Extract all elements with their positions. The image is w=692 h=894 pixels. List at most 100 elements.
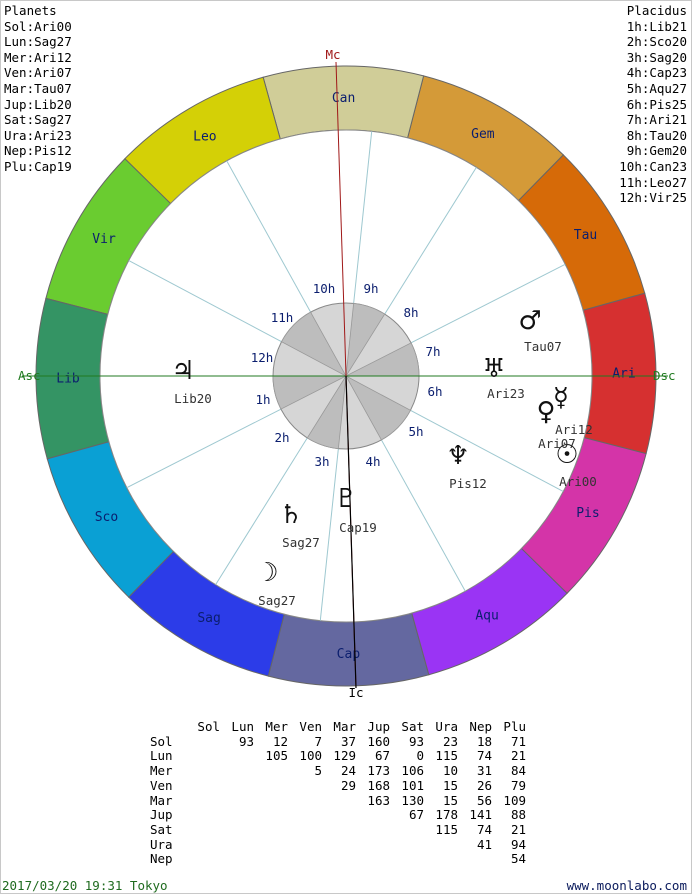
planet-entry: Ven:Ari07 [4,65,72,81]
aspect-value-cell: 129 [333,748,356,764]
aspect-value-cell: 15 [442,777,458,793]
house-cusp-line [410,263,566,344]
house-number-label: 6h [427,384,442,399]
aspect-value-cell: 173 [367,763,390,779]
aspect-value-cell [220,764,254,779]
aspect-value-cell: 88 [510,807,526,823]
planet-entry: Sol:Ari00 [4,18,72,34]
aspect-row-header: Sat [150,821,173,837]
aspect-row: Ura 41 94 [150,836,526,853]
house-entry: 5h:Aqu27 [626,80,687,96]
aspect-value-cell [186,735,220,750]
aspect-value-cell [288,779,322,794]
aspect-value-cell: 93 [238,733,254,749]
planet-entry: Sat:Sag27 [4,112,72,128]
house-number-label: 10h [313,281,336,296]
aspect-value-cell: 18 [476,733,492,749]
angle-lines: Mc Ic Asc Dsc [18,47,676,700]
aspect-value-cell [220,823,254,838]
aspect-row-header: Jup [150,807,173,823]
jup-glyph-icon: ♃ [171,356,194,386]
sol-glyph-icon: ☉ [555,440,578,470]
aspect-value-cell [220,808,254,823]
aspect-value-cell: 21 [510,748,526,764]
aspect-corner-cell [150,720,186,735]
aspect-value-cell [424,852,458,867]
aspect-value-cell: 94 [510,836,526,852]
aspect-value-cell: 67 [374,748,390,764]
aspect-value-cell: 29 [340,777,356,793]
house-entry: 9h:Gem20 [626,143,687,159]
house-cusp-line [215,437,308,585]
aspect-column-header: Ura [435,719,458,734]
aspect-value-cell: 130 [401,792,424,808]
zodiac-label: Leo [193,129,216,144]
aspect-value-cell [288,808,322,823]
zodiac-label: Can [332,91,355,106]
sat-glyph-icon: ♄ [279,500,302,530]
aspect-row: Lun 105 100 129 67 0 115 74 21 [150,749,526,764]
aspect-value-cell: 74 [476,748,492,764]
angle-label-ic: Ic [348,685,363,700]
aspect-value-cell [186,838,220,853]
aspect-value-cell [186,779,220,794]
house-cusp-line [128,260,282,343]
aspect-value-cell: 21 [510,821,526,837]
aspect-value-cell [288,823,322,838]
zodiac-label: Sag [197,611,220,626]
house-number-label: 4h [365,454,380,469]
aspect-value-cell [254,808,288,823]
aspect-value-cell: 54 [510,851,526,867]
site-link[interactable]: www.moonlabo.com [566,878,687,893]
house-cusp-lines [126,131,566,621]
planet-entry: Plu:Cap19 [4,158,72,174]
aspect-column-header: Lun [231,719,254,734]
aspect-value-cell: 10 [442,763,458,779]
plu-position-label: Cap19 [339,520,377,535]
house-entry: 12h:Vir25 [619,190,687,206]
house-entry: 2h:Sco20 [626,34,687,50]
aspect-value-cell [322,794,356,809]
house-cusp-line [410,409,564,492]
aspect-value-cell [356,852,390,867]
aspect-value-cell: 168 [367,777,390,793]
aspect-row: Jup 67 178 141 88 [150,808,526,823]
aspect-value-cell: 178 [435,807,458,823]
aspect-value-cell [186,794,220,809]
aspect-value-cell: 106 [401,763,424,779]
house-number-label: 11h [271,310,294,325]
angle-label-dsc: Dsc [653,368,676,383]
aspect-row-header: Ura [150,836,173,852]
aspect-value-cell: 163 [367,792,390,808]
lun-glyph-icon: ☽ [255,558,278,588]
house-entry: 4h:Cap23 [626,65,687,81]
plu-glyph-icon: ♇ [334,484,357,514]
house-cusp-line [126,408,282,489]
house-cusp-line [384,167,477,315]
zodiac-label: Ari [612,367,635,382]
aspect-value-cell: 12 [272,733,288,749]
aspect-column-header: Sat [401,719,424,734]
aspect-value-cell [322,852,356,867]
aspect-value-cell: 71 [510,733,526,749]
house-number-label: 5h [408,424,423,439]
aspect-value-cell: 31 [476,763,492,779]
houses-panel: Placidus 1h:Lib21 2h:Sco20 3h:Sag20 4h:C… [619,3,687,206]
angle-label-asc: Asc [18,368,41,383]
aspect-value-cell [288,794,322,809]
aspect-row-header: Ven [150,777,173,793]
ura-position-label: Ari23 [487,386,525,401]
aspect-value-cell [254,852,288,867]
aspect-value-cell [288,838,322,853]
aspect-value-cell [186,749,220,764]
aspect-value-cell: 0 [416,748,424,764]
aspect-value-cell [220,749,254,764]
sol-position-label: Ari00 [559,474,597,489]
house-cusp-line [353,131,373,304]
aspect-value-cell [254,794,288,809]
aspect-row: Ven 29 168 101 15 26 79 [150,777,526,794]
houses-panel-title: Placidus [626,3,687,18]
aspect-row: Mer 5 24 173 106 10 31 84 [150,763,526,779]
aspect-value-cell: 84 [510,763,526,779]
aspect-value-cell [220,794,254,809]
